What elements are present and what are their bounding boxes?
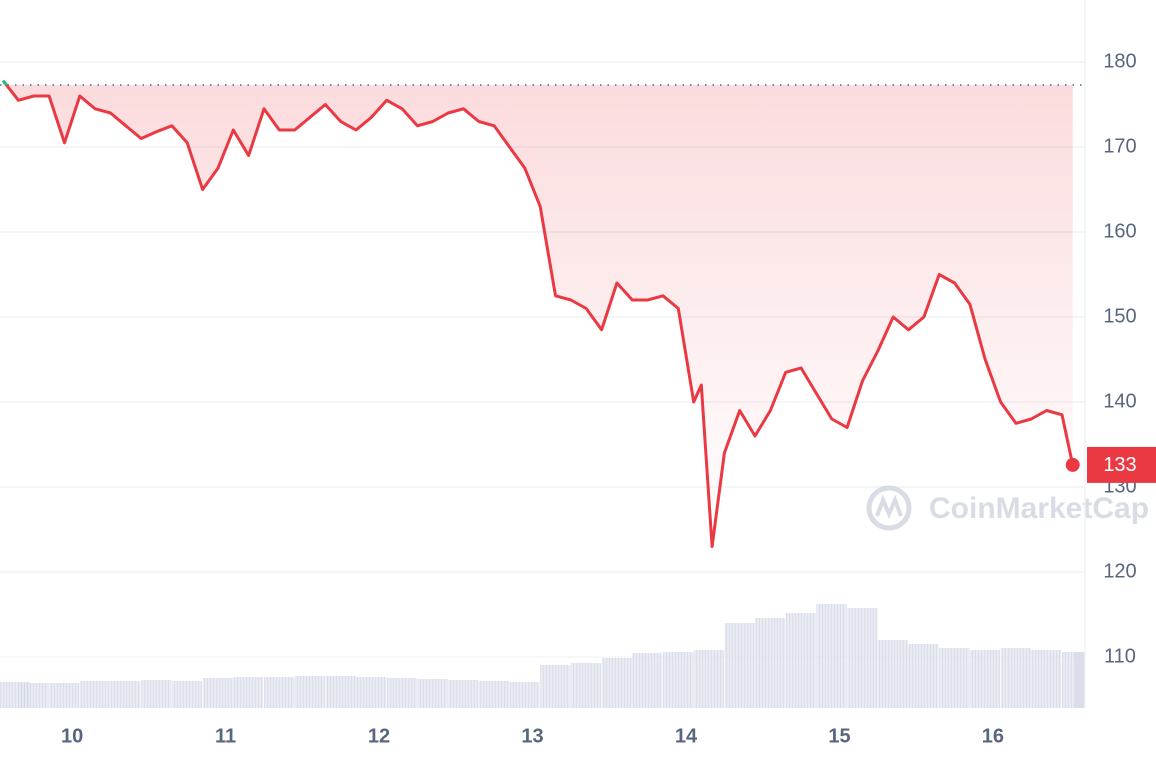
x-tick-label: 16 xyxy=(982,725,1004,747)
watermark-logo-mark xyxy=(875,494,903,520)
x-tick-label: 13 xyxy=(521,725,543,747)
volume-bar xyxy=(110,681,141,708)
watermark-text: CoinMarketCap xyxy=(929,492,1149,525)
volume-bar xyxy=(847,608,878,708)
volume-bar xyxy=(816,604,847,708)
x-tick-label: 12 xyxy=(368,725,390,747)
y-tick-label: 160 xyxy=(1103,220,1136,242)
grid xyxy=(0,61,1085,658)
price-line xyxy=(1,79,1075,548)
volume-bar xyxy=(325,676,356,708)
volume-bar xyxy=(448,680,479,708)
x-tick-label: 10 xyxy=(61,725,83,747)
y-tick-label: 150 xyxy=(1103,305,1136,327)
watermark-logo xyxy=(866,485,912,531)
y-tick-label: 120 xyxy=(1103,560,1136,582)
x-tick-label: 14 xyxy=(675,725,698,747)
volume-bar xyxy=(570,663,602,708)
y-tick-label: 170 xyxy=(1103,135,1136,157)
y-tick-label: 180 xyxy=(1103,50,1136,72)
volume-bar xyxy=(969,650,1001,708)
plot xyxy=(0,79,1085,548)
x-tick-label: 15 xyxy=(828,725,850,747)
volume-bar xyxy=(785,613,816,708)
volume-bar xyxy=(417,679,448,708)
volume-bar xyxy=(724,623,755,708)
area-fill xyxy=(3,80,1073,547)
y-tick-label: 110 xyxy=(1104,645,1136,667)
volume-bar xyxy=(49,683,80,708)
current-price-badge xyxy=(1087,446,1156,483)
volume-bar xyxy=(509,682,540,708)
x-tick-label: 11 xyxy=(215,725,236,747)
y-tick-label: 140 xyxy=(1103,390,1136,412)
volume-bar xyxy=(386,678,417,708)
watermark: CoinMarketCap xyxy=(866,485,1149,531)
volume-bar xyxy=(18,683,49,708)
current-price-dot xyxy=(1065,457,1080,472)
volume-bar xyxy=(908,644,939,708)
volume-bars xyxy=(0,590,1085,708)
volume-bar xyxy=(171,681,203,708)
current-price-label: 133 xyxy=(1103,454,1136,476)
